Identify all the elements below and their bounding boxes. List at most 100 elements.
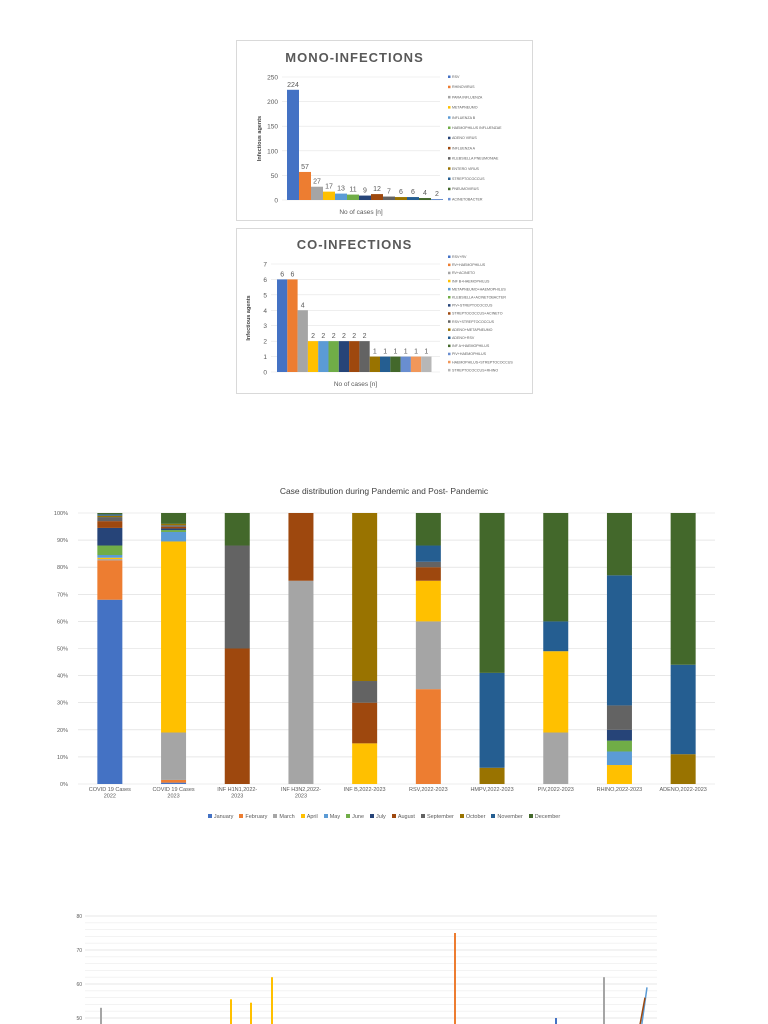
legend-label: January bbox=[213, 814, 234, 820]
stacked-segment-march bbox=[288, 580, 314, 784]
stacked-segment-september bbox=[352, 681, 378, 703]
data-label: 1 bbox=[383, 349, 387, 356]
stacked-segment-november bbox=[97, 514, 123, 516]
legend-swatch bbox=[448, 126, 451, 129]
legend-swatch bbox=[420, 814, 425, 818]
legend-label: PARA INFLUENZA bbox=[452, 95, 483, 99]
bar bbox=[349, 341, 360, 372]
legend-label: KLEBSIELLA+ACINETOBACTER bbox=[452, 296, 506, 300]
data-label: 2 bbox=[332, 333, 336, 340]
data-label: 7 bbox=[387, 189, 391, 196]
legend-swatch bbox=[448, 177, 451, 180]
legend-swatch bbox=[448, 75, 451, 78]
legend-swatch bbox=[491, 814, 496, 818]
bar bbox=[250, 1002, 252, 1024]
legend-item: January bbox=[207, 814, 234, 820]
stacked-segment-september bbox=[224, 545, 250, 649]
legend-swatch bbox=[448, 116, 451, 119]
bar bbox=[395, 197, 407, 200]
legend-label: STREPTOCOCCUS+RHINO bbox=[452, 368, 498, 372]
stacked-segment-october bbox=[670, 754, 696, 784]
stacked-segment-july bbox=[161, 528, 187, 531]
legend-item: March bbox=[273, 814, 295, 820]
y-tick-label: 4 bbox=[263, 308, 267, 315]
stacked-segment-february bbox=[415, 689, 441, 784]
legend-swatch bbox=[207, 814, 212, 818]
data-label: 11 bbox=[349, 187, 356, 194]
legend-label: October bbox=[465, 814, 486, 820]
stacked-segment-november bbox=[415, 545, 441, 562]
legend-label: HAEMOPHILUS+STREPTOCOCCUS bbox=[452, 360, 513, 364]
stacked-segment-october bbox=[161, 523, 187, 526]
x-axis-title: No of cases [n] bbox=[339, 209, 383, 216]
legend-item: June bbox=[346, 814, 364, 820]
legend-swatch bbox=[448, 136, 451, 140]
stacked-segment-december bbox=[415, 513, 441, 546]
stacked-segment-april bbox=[352, 743, 378, 784]
y-tick-label: 50% bbox=[57, 647, 68, 653]
stacked-segment-january bbox=[161, 782, 187, 784]
data-label: 2 bbox=[363, 333, 367, 340]
bar bbox=[359, 195, 371, 200]
legend-swatch bbox=[370, 814, 375, 818]
legend-item: November bbox=[491, 814, 523, 820]
stacked-segment-february bbox=[97, 560, 123, 600]
stacked-segment-september bbox=[606, 705, 632, 730]
data-label: 2 bbox=[311, 333, 315, 340]
legend-label: PIV+HAEMOPHILUS bbox=[452, 352, 487, 356]
y-tick-label: 60% bbox=[57, 619, 68, 625]
legend-label: RV+HAEMOPHILUS bbox=[452, 263, 486, 267]
bar bbox=[297, 310, 308, 372]
legend-swatch bbox=[323, 814, 328, 818]
y-tick-label: 80% bbox=[57, 565, 68, 571]
legend-label: RSV+STREPTOCOCCUS bbox=[452, 320, 495, 324]
y-tick-label: 1 bbox=[263, 354, 267, 361]
legend-item: August bbox=[391, 814, 415, 820]
data-label: 57 bbox=[301, 164, 309, 171]
line-segment bbox=[639, 997, 646, 1024]
y-tick-label: 250 bbox=[267, 75, 278, 82]
y-tick-label: 40% bbox=[57, 674, 68, 680]
stacked-segment-june bbox=[161, 530, 187, 532]
data-label: 2 bbox=[352, 333, 356, 340]
legend-label: April bbox=[306, 814, 318, 820]
stacked-segment-august bbox=[415, 567, 441, 581]
legend-swatch bbox=[448, 279, 451, 283]
stacked-segment-june bbox=[606, 740, 632, 752]
stacked-segment-november bbox=[670, 664, 696, 755]
legend-label: HAEMOPHILUS INFLUENZAE bbox=[452, 126, 502, 130]
data-label: 13 bbox=[337, 186, 345, 193]
legend-swatch bbox=[459, 814, 464, 818]
line-segment bbox=[641, 987, 648, 1024]
x-tick-label: HMPV,2022-2023 bbox=[470, 787, 513, 793]
x-tick-label: COVID 19 Cases 2023 bbox=[152, 787, 194, 800]
legend-label: RSV bbox=[452, 75, 460, 79]
bar bbox=[328, 341, 339, 372]
y-tick-label: 5 bbox=[263, 292, 267, 299]
legend-swatch bbox=[448, 146, 451, 150]
data-label: 224 bbox=[287, 82, 299, 89]
y-tick-label: 200 bbox=[267, 99, 278, 106]
legend-label: STREPTOCOCCUS+ACINETO bbox=[452, 312, 503, 316]
data-label: 2 bbox=[435, 191, 439, 198]
legend-swatch bbox=[391, 814, 396, 818]
legend-label: ENTERO VIRUS bbox=[452, 167, 480, 171]
stacked-chart-title: Case distribution during Pandemic and Po… bbox=[279, 486, 489, 496]
legend-label: METAPNEUMO bbox=[452, 106, 478, 110]
bar bbox=[347, 194, 359, 200]
legend-swatch bbox=[448, 320, 451, 323]
legend-item: July bbox=[370, 814, 386, 820]
data-label: 6 bbox=[411, 189, 415, 196]
stacked-segment-september bbox=[415, 561, 441, 568]
y-tick-label: 0% bbox=[60, 782, 68, 788]
stacked-segment-august bbox=[288, 513, 314, 581]
y-tick-label: 30% bbox=[57, 701, 68, 707]
y-tick-label: 7 bbox=[263, 262, 267, 269]
y-tick-label: 150 bbox=[267, 124, 278, 131]
y-tick-label: 50 bbox=[76, 1016, 82, 1022]
stacked-segment-february bbox=[161, 779, 187, 783]
y-tick-label: 60 bbox=[76, 982, 82, 988]
